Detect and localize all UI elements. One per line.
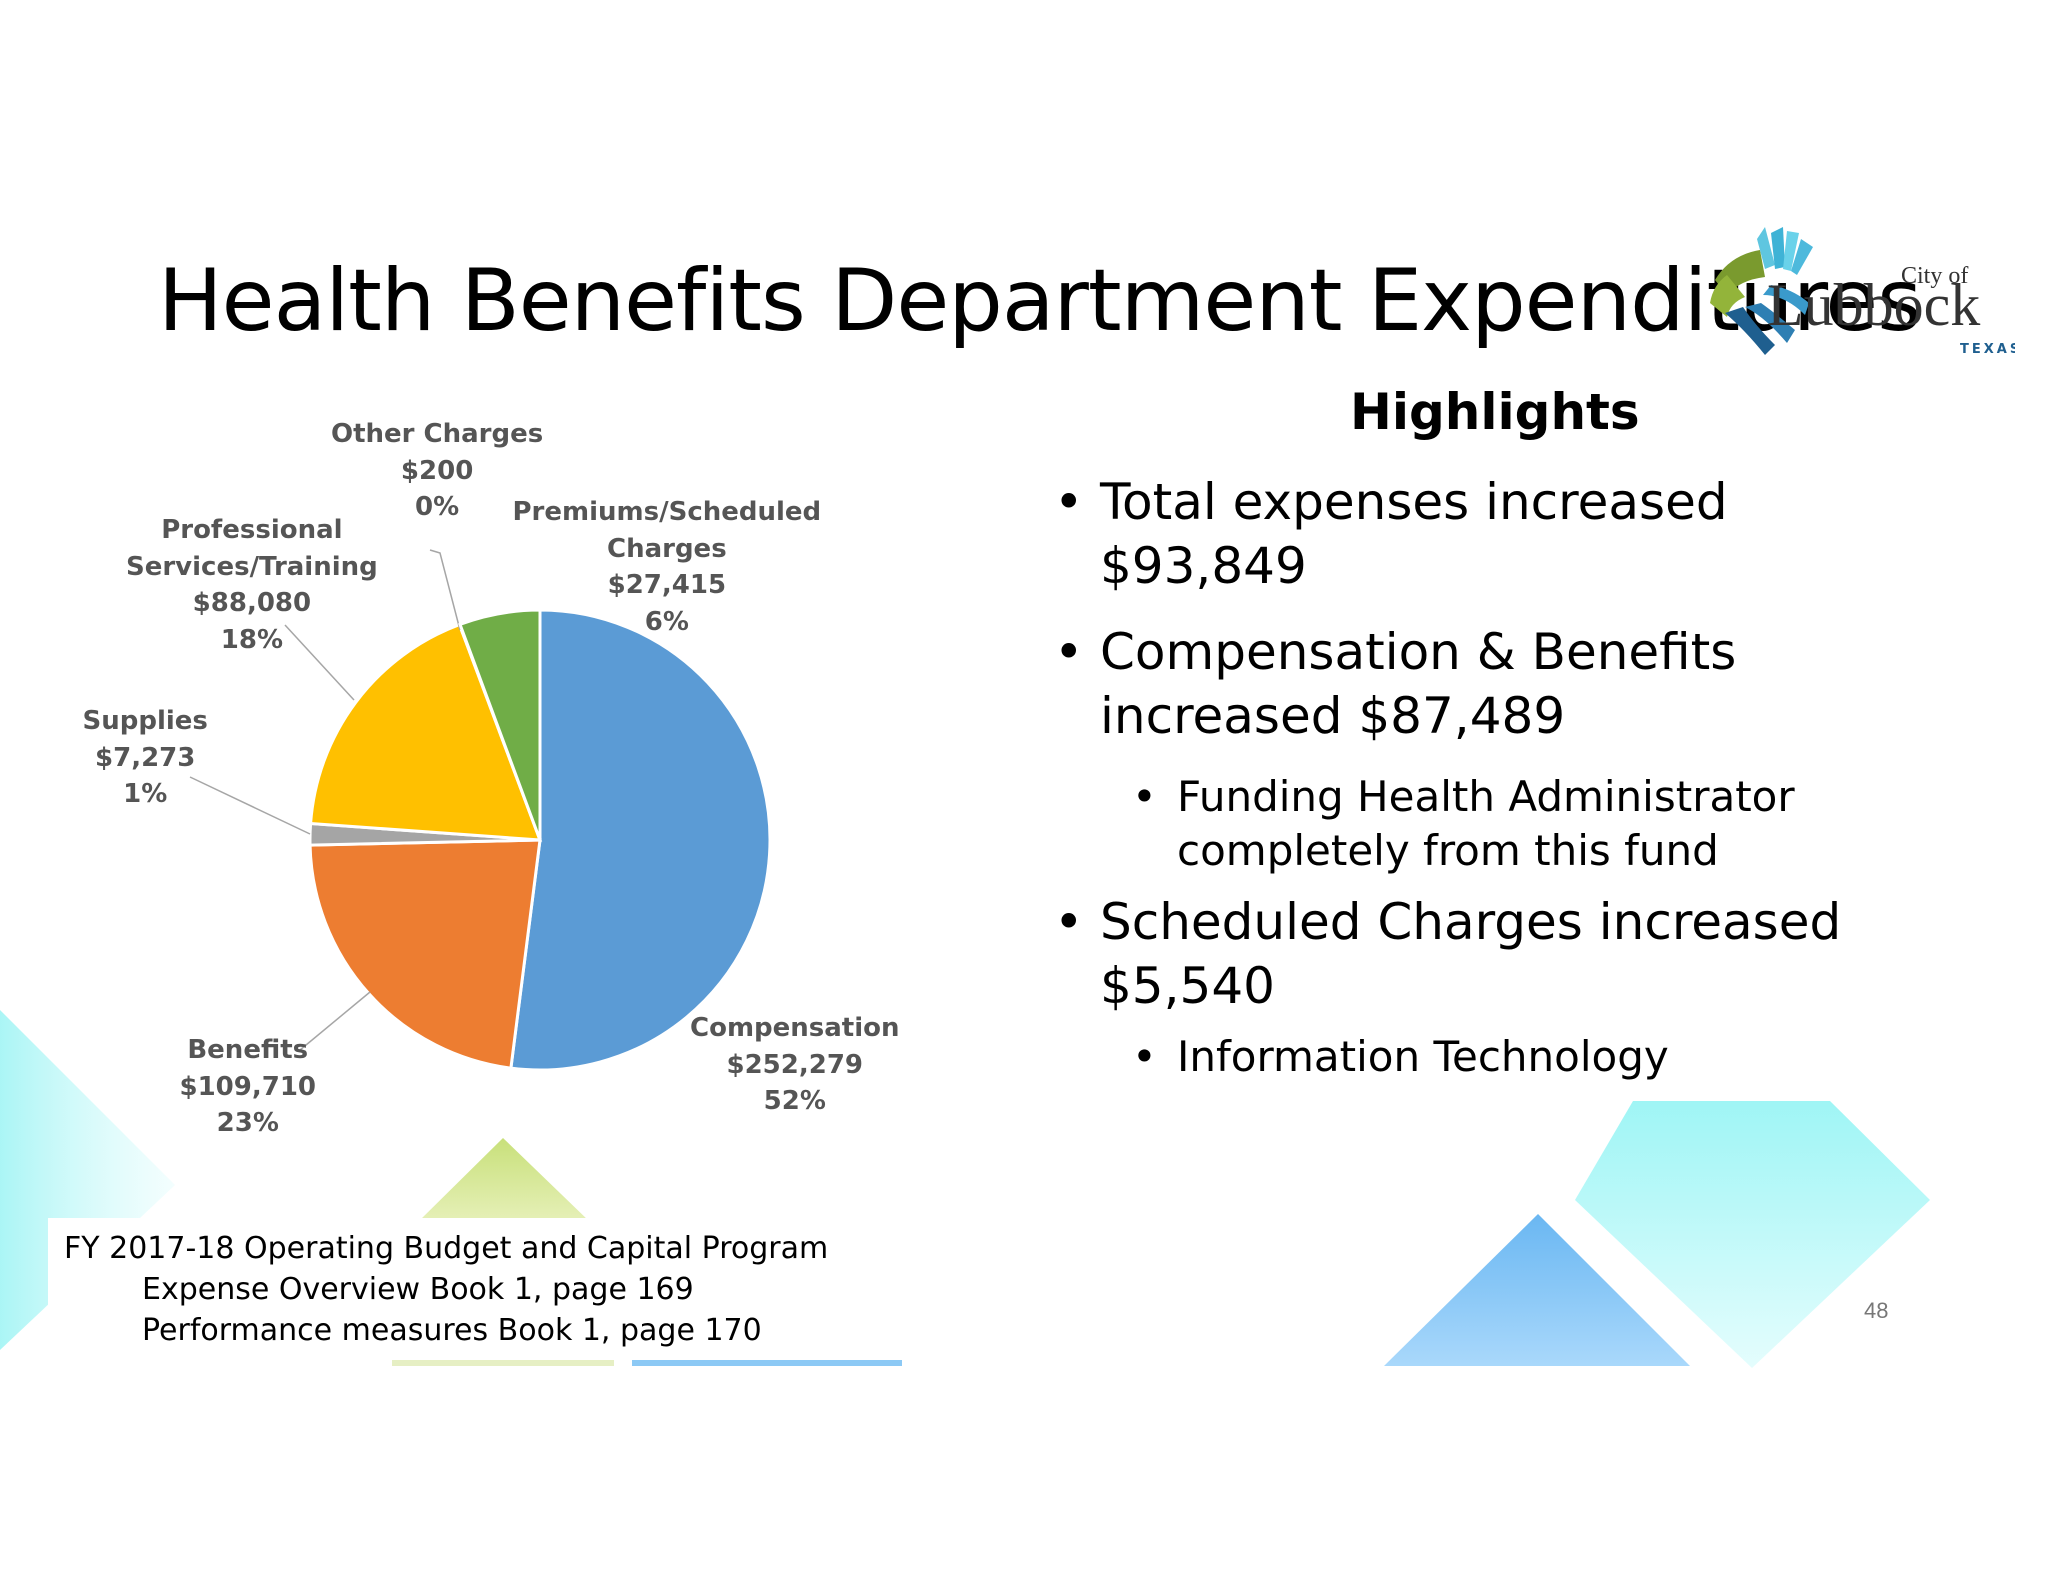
- slice-name: Professional: [161, 515, 343, 545]
- slice-name: Other Charges: [331, 419, 544, 449]
- highlight-text: increased $87,489: [1100, 687, 1566, 745]
- pie-slice-3: [308, 622, 543, 842]
- highlight-item: • Total expenses increased $93,849: [1054, 470, 1728, 598]
- green-triangle-shape: [418, 1138, 590, 1222]
- page-number: 48: [1864, 1298, 1889, 1323]
- leader-line-2: [189, 776, 311, 835]
- left-cyan-shape: [0, 1010, 175, 1350]
- highlight-subtext: completely from this fund: [1177, 826, 1719, 875]
- slice-name: Services/Training: [126, 551, 378, 582]
- bottom-strips: [392, 1360, 902, 1366]
- slice-value: $252,279: [726, 1049, 864, 1080]
- highlight-subitem: • Funding Health Administrator completely …: [1132, 770, 1795, 878]
- slice-name: Supplies: [82, 706, 208, 736]
- highlight-text: Total expenses increased: [1100, 473, 1728, 531]
- slice-percent: 1%: [123, 779, 168, 809]
- bullet-icon: •: [1054, 623, 1084, 681]
- slice-label-0: Compensation $252,279 52%: [690, 1010, 900, 1120]
- highlight-subitem: • Information Technology: [1132, 1030, 1669, 1084]
- blue-triangle-shape: [1384, 1214, 1690, 1366]
- slice-value: $109,710: [179, 1071, 317, 1102]
- leader-line-4: [429, 549, 461, 631]
- leader-line-1: [299, 991, 371, 1051]
- slice-percent: 23%: [216, 1108, 279, 1138]
- highlight-item: • Compensation & Benefits increased $87,48…: [1054, 620, 1737, 748]
- logo-emblem: [1710, 227, 1813, 355]
- highlight-item: • Scheduled Charges increased $5,540: [1054, 890, 1842, 1018]
- bullet-icon: •: [1054, 473, 1084, 531]
- highlight-text: Scheduled Charges increased: [1100, 893, 1842, 951]
- slice-name: Charges: [606, 533, 727, 564]
- slice-label-2: Supplies $7,273 1%: [83, 703, 208, 813]
- slice-percent: 0%: [415, 492, 460, 522]
- slice-value: $88,080: [192, 588, 312, 618]
- footer-line-2: Expense Overview Book 1, page 169: [142, 1272, 694, 1307]
- pie-slice-5: [458, 608, 542, 841]
- slice-name: Premiums/Scheduled: [512, 497, 822, 527]
- expenditures-pie-chart: [189, 549, 772, 1072]
- slice-label-4: Other Charges $200 0%: [331, 416, 543, 526]
- footer-reference: FY 2017-18 Operating Budget and Capital …: [48, 1218, 908, 1358]
- highlights-title: Highlights: [1350, 383, 1640, 441]
- logo-line2: Lubbock: [1767, 272, 1980, 338]
- logo-line3: TEXAS: [1960, 342, 2015, 357]
- slice-value: $200: [400, 455, 474, 486]
- bullet-icon: •: [1132, 1032, 1157, 1081]
- slide-title: Health Benefits Department Expenditures: [158, 251, 1922, 351]
- footer-line-3: Performance measures Book 1, page 170: [142, 1313, 762, 1348]
- logo-line1: City of: [1901, 263, 1968, 289]
- pie-slice-0: [509, 608, 772, 1072]
- bullet-icon: •: [1054, 893, 1084, 951]
- highlight-subtext: Funding Health Administrator: [1177, 772, 1795, 821]
- leader-line-3: [284, 624, 355, 701]
- slice-percent: 52%: [763, 1086, 826, 1116]
- highlight-subtext: Information Technology: [1177, 1032, 1669, 1081]
- slice-percent: 6%: [644, 606, 689, 637]
- slice-name: Compensation: [690, 1013, 900, 1043]
- city-of-lubbock-logo: City of Lubbock TEXAS: [1710, 227, 2015, 357]
- footer-line-1: FY 2017-18 Operating Budget and Capital …: [64, 1231, 829, 1266]
- slice-value: $27,415: [607, 570, 727, 600]
- slice-label-3: Professional Services/Training $88,080 18%: [126, 512, 378, 658]
- slice-name: Benefits: [187, 1035, 309, 1065]
- pie-slice-1: [308, 838, 542, 1070]
- slice-percent: 18%: [220, 624, 283, 655]
- right-cyan-hexagon: [1575, 1101, 1930, 1368]
- highlight-text: $5,540: [1100, 957, 1275, 1015]
- highlight-text: $93,849: [1100, 537, 1307, 595]
- slice-value: $7,273: [95, 742, 196, 773]
- slice-label-5: Premiums/Scheduled Charges $27,415 6%: [513, 494, 822, 640]
- highlight-text: Compensation & Benefits: [1100, 623, 1737, 681]
- slice-label-1: Benefits $109,710 23%: [180, 1032, 317, 1142]
- bullet-icon: •: [1132, 772, 1157, 821]
